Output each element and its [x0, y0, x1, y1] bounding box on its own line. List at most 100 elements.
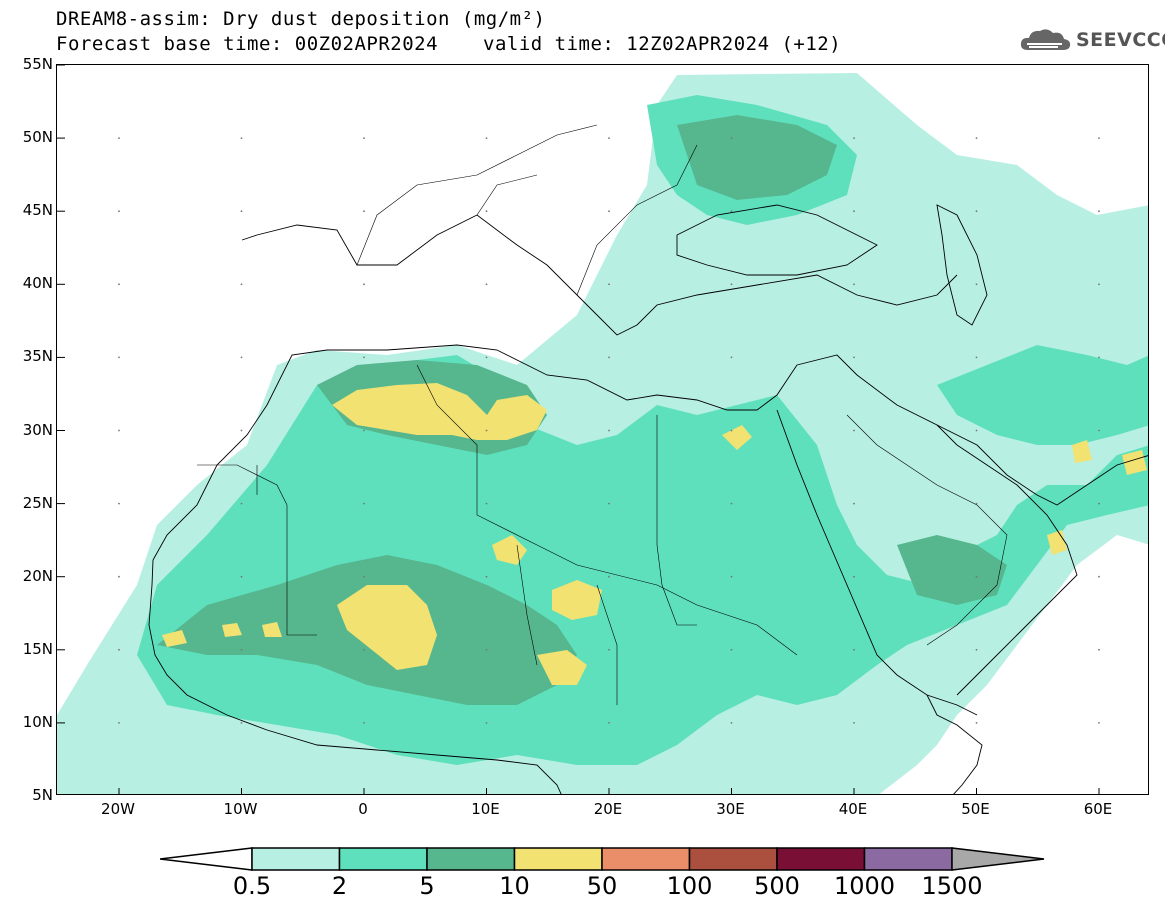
grid-dot [1098, 429, 1100, 432]
dust-region-level4-niger [337, 585, 437, 670]
lat-label: 55N [22, 55, 53, 73]
grid-dot [363, 502, 365, 505]
coastline-horn-of-africa [926, 694, 983, 794]
lon-label: 0 [358, 800, 368, 818]
grid-dot [975, 137, 978, 139]
grid-dot [240, 210, 243, 213]
map-frame [56, 64, 1149, 795]
grid-dot [1098, 648, 1100, 651]
grid-dot [608, 137, 610, 139]
lat-label: 20N [22, 566, 53, 585]
coastline-caspian [936, 204, 988, 326]
grid-dot [118, 429, 120, 432]
lat-label: 10N [22, 712, 53, 731]
grid-dot [975, 648, 978, 651]
grid-dot [730, 429, 733, 432]
grid-dot [1098, 356, 1100, 359]
logo-text: SEEVCCC [1076, 29, 1165, 51]
lon-label: 10E [471, 800, 500, 818]
coastline-red-sea [776, 409, 978, 716]
map-title: DREAM8-assim: Dry dust deposition (mg/m²… [56, 8, 546, 30]
grid-dot [485, 137, 488, 139]
colorbar-label: 10 [499, 872, 530, 900]
grid-dot [975, 502, 978, 505]
coastline-persian-gulf [936, 424, 1148, 506]
grid-dot [853, 648, 855, 651]
grid-dot [975, 210, 978, 213]
coastline-north-africa [152, 344, 798, 561]
lat-label: 15N [22, 639, 53, 658]
dust-region-level2-gulf [937, 345, 1148, 445]
grid-dot [485, 648, 488, 651]
grid-dot [240, 283, 243, 286]
lat-label: 30N [22, 420, 53, 439]
grid-dot [608, 575, 610, 578]
grid-dot [853, 429, 855, 432]
grid-dot [608, 722, 610, 724]
coastline-west-africa [148, 559, 562, 794]
cloud-logo-icon [1020, 29, 1071, 50]
lon-label: 30E [716, 800, 745, 818]
grid-dot [118, 722, 120, 724]
grid-dot [730, 356, 733, 359]
colorbar-label: 5 [419, 872, 435, 900]
grid-dot [975, 575, 978, 578]
grid-dot [485, 356, 488, 359]
grid-dot [975, 283, 978, 286]
grid-dot [608, 429, 610, 432]
border-europe [356, 124, 698, 296]
border-arabia [846, 414, 1008, 646]
lat-label: 40N [22, 274, 53, 293]
grid-dot [240, 575, 243, 578]
forecast-base-time: Forecast base time: 00Z02APR2024 [56, 33, 439, 55]
colorbar-label: 50 [586, 872, 618, 900]
grid-dot [1098, 502, 1100, 505]
grid-dot [853, 137, 855, 139]
grid-dot [240, 429, 243, 432]
colorbar-segment [513, 847, 603, 871]
lon-label: 50E [961, 800, 990, 818]
lat-label: 50N [22, 128, 53, 147]
grid-dot [975, 356, 978, 359]
grid-dot [363, 648, 365, 651]
grid-dot [1098, 137, 1100, 139]
grid-dot [975, 429, 978, 432]
grid-dot [118, 502, 120, 505]
colorbar-arrow-right [951, 847, 1045, 871]
lon-label: 20E [593, 800, 623, 818]
grid-dot [730, 722, 733, 724]
colorbar-label: 1000 [833, 872, 896, 900]
grid-dot [118, 210, 120, 213]
grid-dot [608, 283, 610, 286]
colorbar [160, 847, 1045, 871]
grid-dot [118, 283, 120, 286]
colorbar-label: 0.5 [232, 872, 272, 900]
grid-dot [240, 648, 243, 651]
colorbar-segment [688, 847, 778, 871]
grid-dot [118, 356, 120, 359]
dust-region-level4-mali [162, 622, 282, 647]
dust-region-level4-oman [1047, 440, 1147, 555]
dust-region-level4-chad [552, 580, 602, 620]
grid-dot [363, 137, 365, 139]
dust-region-level4-egypt [722, 425, 752, 450]
border-sudan-chad [516, 415, 697, 705]
grid-dot [1098, 722, 1100, 724]
grid-dot [730, 283, 733, 286]
grid-dot [730, 575, 733, 578]
dust-region-level4-algeria [332, 383, 547, 440]
grid-dot [118, 648, 120, 651]
colorbar-segment [338, 847, 428, 871]
lon-label: 40E [838, 800, 868, 818]
grid-dot [608, 356, 610, 359]
grid-dot [608, 210, 610, 213]
grid-dot [240, 722, 243, 724]
grid-dot [240, 137, 243, 139]
grid-dot [853, 283, 855, 286]
lon-label: 60E [1083, 800, 1113, 818]
colorbar-segment [251, 847, 341, 871]
grid-dot [240, 502, 243, 505]
colorbar-label: 2 [331, 872, 348, 900]
dust-region-level4-sudan [537, 650, 587, 685]
colorbar-label: 500 [754, 872, 800, 900]
